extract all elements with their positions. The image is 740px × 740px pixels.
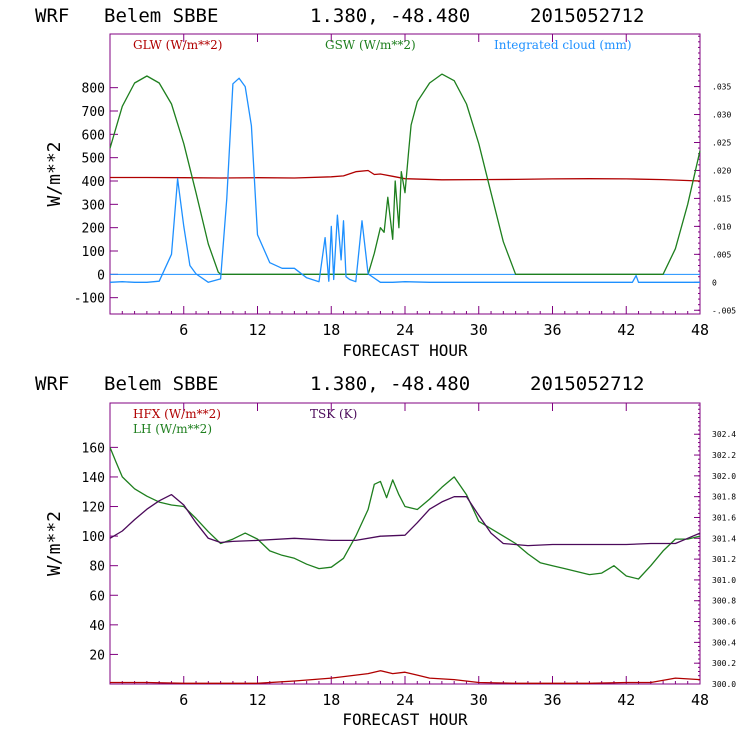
header-station: Belem SBBE	[104, 5, 218, 27]
y-axis-title: W/m**2	[44, 511, 65, 576]
legend-entry: GLW (W/m**2)	[133, 38, 222, 52]
header-coords: 1.380, -48.480	[310, 373, 470, 395]
right-tick-label: 301.0	[712, 576, 736, 585]
y-axis-title: W/m**2	[44, 141, 65, 206]
series-line-red	[110, 670, 701, 684]
y-tick-label: 140	[82, 471, 105, 486]
right-tick-label: .025	[712, 138, 731, 147]
legend-entry: LH (W/m**2)	[133, 422, 212, 436]
right-tick-label: 0	[712, 278, 717, 287]
plot-frame	[109, 33, 701, 315]
right-tick-label: .010	[712, 222, 731, 231]
y-tick-label: 200	[82, 222, 105, 237]
y-tick-label: 160	[82, 441, 105, 456]
y-tick-label: 300	[82, 198, 105, 213]
header-model: WRF	[35, 5, 69, 27]
x-tick-label: 36	[543, 321, 561, 339]
right-tick-label: 301.6	[712, 513, 736, 522]
x-tick-label: 42	[617, 691, 635, 709]
y-tick-label: 40	[89, 619, 105, 634]
x-axis-title: FORECAST HOUR	[342, 341, 468, 360]
legend-entry: Integrated cloud (mm)	[494, 38, 632, 52]
x-tick-label: 12	[248, 691, 266, 709]
heat-flux-panel: WRF Belem SBBE 1.380, -48.480 2015052712 6 12…	[35, 373, 736, 729]
header-init: 2015052712	[530, 5, 644, 27]
right-tick-label: 300.6	[712, 618, 736, 627]
right-tick-label: 302.4	[712, 430, 736, 439]
plot-frame	[109, 402, 701, 685]
y-tick-label: 500	[82, 152, 105, 167]
y-tick-label: 80	[89, 560, 105, 575]
x-tick-label: 48	[691, 691, 709, 709]
header-init: 2015052712	[530, 373, 644, 395]
right-tick-label: 301.4	[712, 534, 736, 543]
right-tick-label: 300.4	[712, 638, 736, 647]
right-tick-label: .015	[712, 194, 731, 203]
right-tick-label: -.005	[712, 306, 736, 315]
right-tick-label: 300.8	[712, 597, 736, 606]
right-tick-label: .020	[712, 166, 731, 175]
header-model: WRF	[35, 373, 69, 395]
y-tick-label: 600	[82, 128, 105, 143]
right-tick-label: .005	[712, 250, 731, 259]
y-tick-label: 700	[82, 105, 105, 120]
y-tick-label: 60	[89, 589, 105, 604]
header-coords: 1.380, -48.480	[310, 5, 470, 27]
x-tick-label: 30	[470, 321, 488, 339]
right-tick-label: .030	[712, 111, 731, 120]
y-tick-label: 20	[89, 648, 105, 663]
legend-entry: TSK (K)	[310, 407, 357, 421]
right-tick-label: 302.2	[712, 451, 736, 460]
y-tick-label: 800	[82, 82, 105, 97]
y-tick-label: 120	[82, 501, 105, 516]
x-tick-label: 6	[179, 321, 188, 339]
right-tick-label: 301.8	[712, 493, 736, 502]
right-tick-label: 300.0	[712, 680, 736, 689]
right-tick-label: .035	[712, 83, 731, 92]
x-axis-title: FORECAST HOUR	[342, 710, 468, 729]
y-tick-label: 400	[82, 175, 105, 190]
y-tick-label: -100	[74, 292, 105, 307]
legend-entry: GSW (W/m**2)	[325, 38, 416, 52]
x-tick-label: 30	[470, 691, 488, 709]
x-tick-label: 24	[396, 691, 414, 709]
series-line-green	[109, 447, 701, 580]
radiation-cloud-panel: WRF Belem SBBE 1.380, -48.480 2015052712 6 12…	[35, 5, 736, 360]
series-line-blue	[109, 77, 700, 283]
x-tick-label: 18	[322, 691, 340, 709]
header-station: Belem SBBE	[104, 373, 218, 395]
x-tick-label: 6	[179, 691, 188, 709]
y-tick-label: 0	[97, 268, 105, 283]
right-tick-label: 301.2	[712, 555, 736, 564]
x-tick-label: 24	[396, 321, 414, 339]
series-line-red	[110, 169, 701, 182]
x-tick-label: 42	[617, 321, 635, 339]
y-tick-label: 100	[82, 245, 105, 260]
x-tick-label: 48	[691, 321, 709, 339]
x-tick-label: 36	[543, 691, 561, 709]
x-tick-label: 18	[322, 321, 340, 339]
legend-entry: HFX (W/m**2)	[133, 407, 221, 421]
y-tick-label: 100	[82, 530, 105, 545]
x-tick-label: 12	[248, 321, 266, 339]
right-tick-label: 302.0	[712, 472, 736, 481]
right-tick-label: 300.2	[712, 659, 736, 668]
series-line-green	[109, 73, 701, 275]
series-line-purple	[109, 493, 701, 547]
